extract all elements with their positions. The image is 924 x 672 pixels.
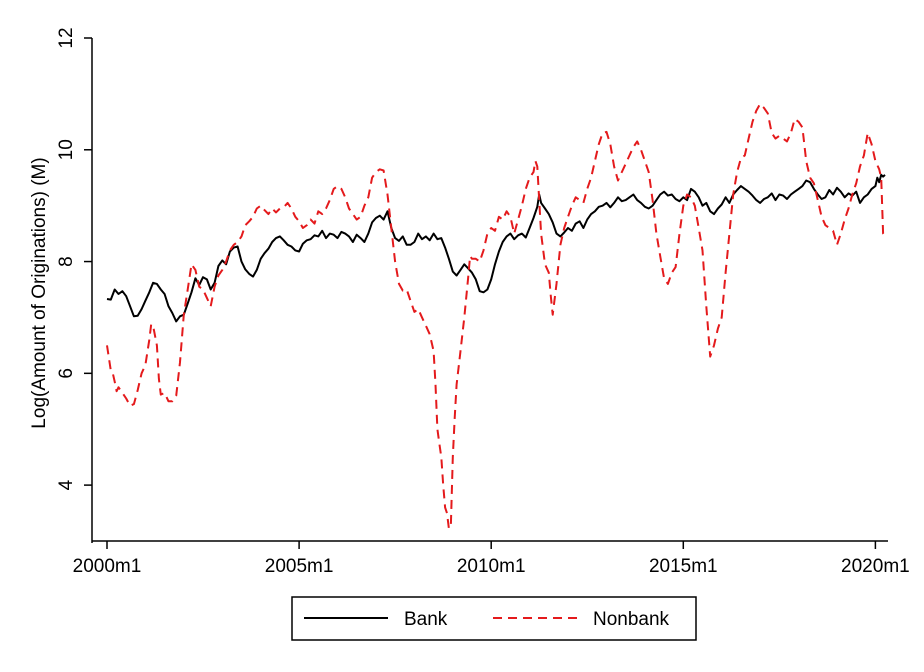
x-axis: 2000m1 2005m1 2010m1 2015m1 2020m1 xyxy=(73,540,910,577)
legend-label-nonbank: Nonbank xyxy=(593,609,670,630)
y-tick-label: 6 xyxy=(56,368,77,379)
x-tick-label: 2005m1 xyxy=(265,556,334,577)
y-axis-title: Log(Amount of Originations) (M) xyxy=(29,157,50,428)
x-tick-label: 2020m1 xyxy=(841,556,910,577)
x-tick-label: 2015m1 xyxy=(649,556,718,577)
y-tick-label: 10 xyxy=(56,139,77,160)
series-line-bank xyxy=(106,173,886,323)
series-line-nonbank xyxy=(106,102,886,530)
y-tick-label: 8 xyxy=(56,256,77,267)
x-tick-label: 2010m1 xyxy=(457,556,526,577)
y-axis: 4 6 8 10 12 xyxy=(56,27,93,543)
x-tick-label: 2000m1 xyxy=(73,556,142,577)
y-tick-label: 12 xyxy=(56,27,77,48)
legend: Bank Nonbank xyxy=(291,596,697,641)
legend-label-bank: Bank xyxy=(404,609,448,630)
plot-area xyxy=(106,102,886,530)
y-tick-label: 4 xyxy=(56,479,77,490)
